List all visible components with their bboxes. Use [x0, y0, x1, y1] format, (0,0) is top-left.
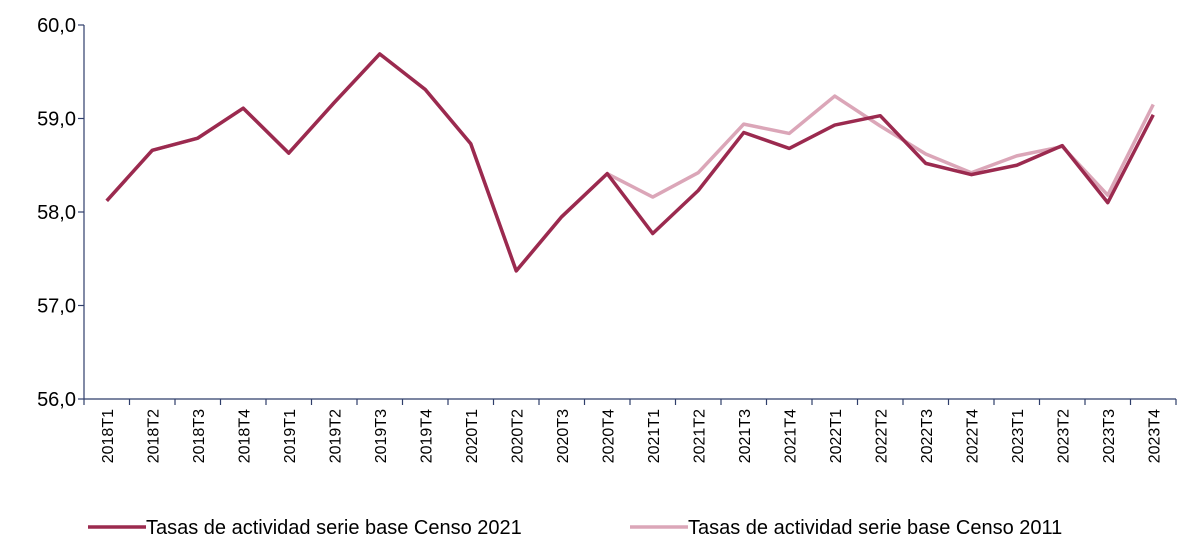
y-tick-label: 58,0 — [37, 202, 76, 224]
x-tick-label: 2019T3 — [373, 409, 390, 463]
x-tick-label: 2023T2 — [1055, 409, 1072, 463]
x-tick-label: 2018T4 — [236, 409, 253, 463]
x-tick-label: 2022T2 — [873, 409, 890, 463]
x-tick-label: 2023T1 — [1010, 409, 1027, 463]
series-line — [105, 52, 1155, 273]
y-tick-label: 56,0 — [37, 389, 76, 411]
x-tick-label: 2018T3 — [191, 409, 208, 463]
x-tick-label: 2023T4 — [1146, 409, 1163, 463]
series-line — [105, 52, 1155, 273]
x-tick-label: 2022T4 — [964, 409, 981, 463]
x-tick-label: 2019T4 — [418, 409, 435, 463]
x-tick-label: 2021T1 — [646, 409, 663, 463]
x-tick-label: 2020T4 — [600, 409, 617, 463]
x-tick-label: 2023T3 — [1101, 409, 1118, 463]
x-tick-label: 2020T1 — [464, 409, 481, 463]
x-tick-label: 2021T3 — [737, 409, 754, 463]
y-tick-label: 60,0 — [37, 15, 76, 37]
legend-label: Tasas de actividad serie base Censo 2021 — [146, 517, 522, 539]
x-tick-label: 2020T2 — [509, 409, 526, 463]
x-tick-label: 2018T1 — [100, 409, 117, 463]
y-tick-label: 57,0 — [37, 296, 76, 318]
legend-label: Tasas de actividad serie base Censo 2011 — [688, 517, 1062, 539]
x-tick-label: 2022T3 — [919, 409, 936, 463]
x-tick-label: 2020T3 — [555, 409, 572, 463]
x-tick-label: 2019T1 — [282, 409, 299, 463]
x-tick-label: 2019T2 — [327, 409, 344, 463]
x-tick-label: 2021T2 — [691, 409, 708, 463]
x-tick-label: 2022T1 — [828, 409, 845, 463]
x-tick-label: 2018T2 — [145, 409, 162, 463]
x-tick-label: 2021T4 — [782, 409, 799, 463]
y-tick-label: 59,0 — [37, 109, 76, 131]
